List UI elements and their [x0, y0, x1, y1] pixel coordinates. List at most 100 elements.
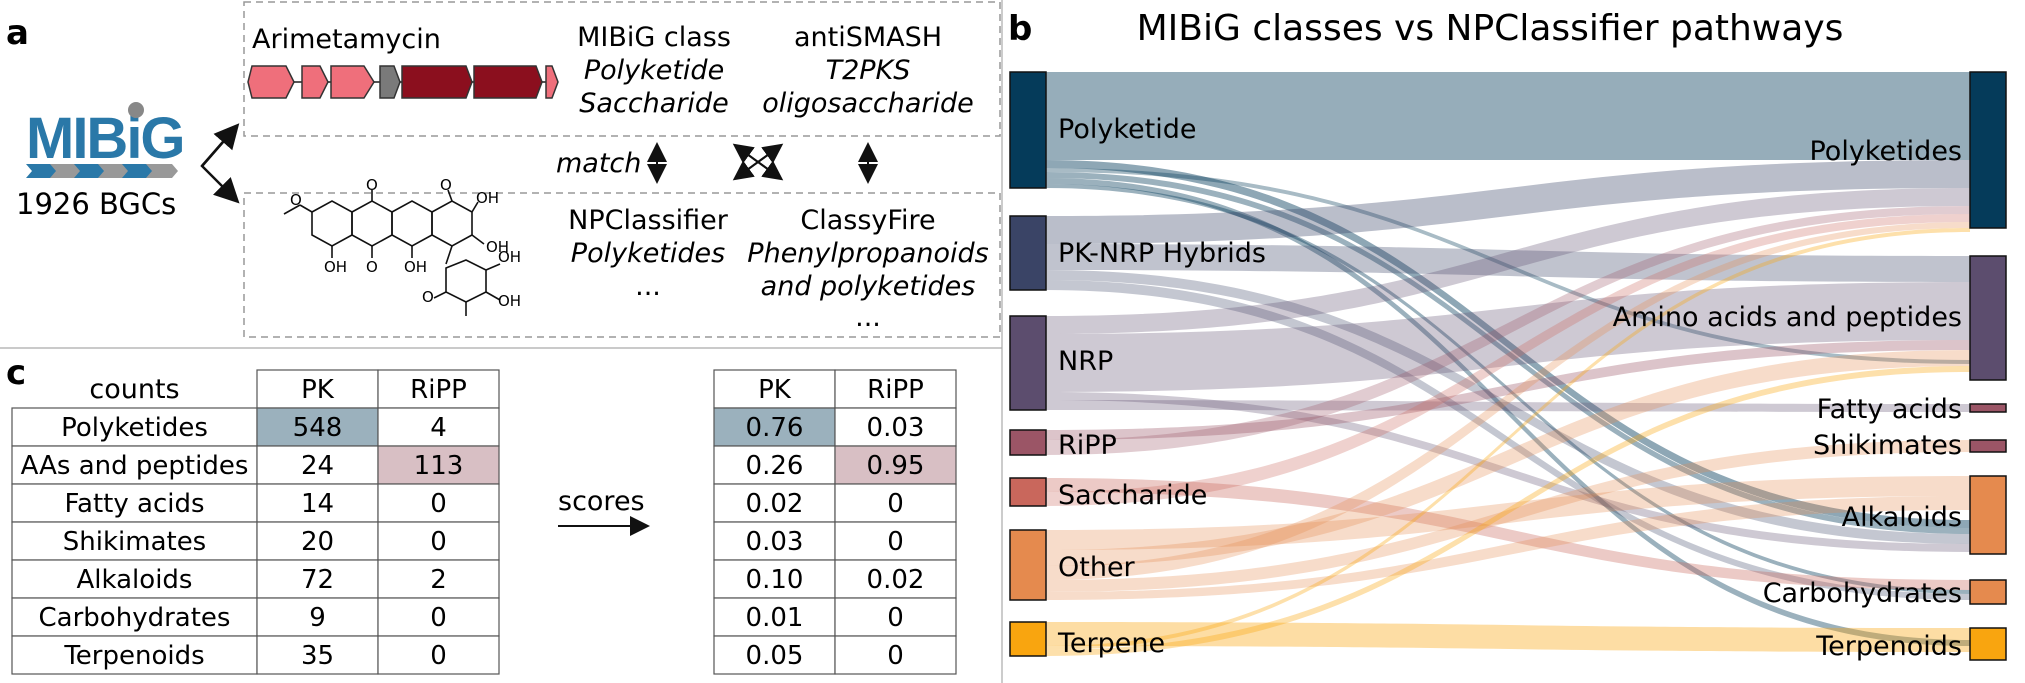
mibig-class-value-1: Polyketide — [584, 55, 724, 86]
sankey-link — [1046, 366, 1970, 656]
sankey-label-left: PK-NRP Hybrids — [1058, 238, 1266, 269]
gene-icon — [545, 65, 559, 99]
match-label: match — [556, 148, 641, 179]
count-value: 4 — [430, 413, 447, 443]
score-value: 0.02 — [867, 565, 925, 595]
sankey-node-left — [1009, 477, 1047, 507]
npclassifier-value-2: ... — [635, 271, 661, 302]
sankey-nodes — [1009, 71, 2007, 661]
panel-letter-a: a — [6, 13, 29, 53]
bgc-count: 1926 BGCs — [16, 187, 176, 221]
count-cell — [256, 597, 379, 637]
score-value: 0.95 — [867, 451, 925, 481]
svg-text:O: O — [290, 191, 302, 209]
classyfire-value-2: and polyketides — [761, 271, 976, 302]
gene-icon — [473, 65, 543, 99]
sankey-link — [1046, 188, 1970, 334]
count-cell — [256, 559, 379, 599]
panel-letter-b: b — [1008, 9, 1032, 49]
sankey-link — [1046, 72, 1970, 160]
score-value: 0.76 — [746, 413, 804, 443]
classyfire-header: ClassyFire — [800, 205, 935, 236]
svg-text:OH: OH — [498, 248, 521, 266]
sankey-label-right: Terpenoids — [1815, 631, 1962, 662]
sankey-link — [1046, 478, 1970, 590]
sankey-link — [1046, 350, 1970, 566]
score-cell — [713, 559, 836, 599]
score-value: 0.01 — [746, 603, 804, 633]
chemical-structure-icon — [283, 189, 501, 316]
scores-table: PK RiPP 0.76 0.03 0.26 0.95 0.02 0 0.03 0 0.10 0.02… — [713, 369, 957, 675]
sankey-link — [1046, 222, 1970, 580]
mibig-class-value-2: Saccharide — [579, 88, 728, 119]
chart-title: MIBiG classes vs NPClassifier pathways — [1137, 8, 1844, 49]
row-name-cell — [11, 445, 258, 485]
antismash-value-1: T2PKS — [826, 55, 911, 86]
svg-text:OH: OH — [498, 292, 521, 310]
count-value: 72 — [301, 565, 334, 595]
score-value: 0.03 — [867, 413, 925, 443]
gene-icon — [247, 65, 295, 99]
sankey-label-right: Shikimates — [1813, 430, 1962, 461]
counts-table: counts PK RiPP Polyketides 548 4 AAs and pepti… — [11, 369, 500, 675]
score-cell — [713, 445, 836, 485]
sankey-link — [1046, 440, 1970, 592]
branch-arrows — [200, 126, 240, 204]
sankey-label-left: Saccharide — [1058, 480, 1207, 511]
svg-text:O: O — [440, 176, 452, 194]
sankey-link — [1046, 244, 1970, 282]
sankey-link — [1046, 282, 1970, 392]
sankey-links — [1046, 72, 1970, 656]
antismash-header: antiSMASH — [794, 22, 942, 53]
count-value: 548 — [293, 413, 343, 443]
score-value: 0.26 — [746, 451, 804, 481]
sankey-label-right: Carbohydrates — [1763, 578, 1962, 609]
sankey-link — [1046, 184, 1970, 594]
scores-label: scores — [558, 486, 645, 517]
row-name: Alkaloids — [77, 565, 193, 595]
sankey-link — [1046, 496, 1970, 600]
classyfire-value-1: Phenylpropanoids — [747, 238, 988, 269]
mibig-logo: MIBiG — [26, 102, 186, 178]
count-value: 0 — [430, 603, 447, 633]
classyfire-value-3: ... — [855, 302, 881, 333]
bottom-dashed-box — [243, 192, 1001, 338]
row-name: Shikimates — [63, 527, 206, 557]
row-name-cell — [11, 483, 258, 523]
count-cell — [256, 521, 379, 561]
header-cell — [256, 369, 379, 409]
row-name: Fatty acids — [64, 489, 204, 519]
count-value: 0 — [430, 527, 447, 557]
score-value: 0 — [887, 489, 904, 519]
sankey-node-right — [1969, 475, 2007, 555]
count-cell — [377, 635, 500, 675]
svg-text:O: O — [422, 288, 434, 306]
count-value: 113 — [414, 451, 464, 481]
score-cell — [834, 597, 957, 637]
sankey-node-right — [1969, 403, 2007, 413]
score-value: 0 — [887, 527, 904, 557]
score-cell — [713, 597, 836, 637]
sankey-link — [1046, 228, 1970, 650]
svg-text:OH: OH — [486, 238, 509, 256]
sankey-label-left: RiPP — [1058, 430, 1117, 461]
panel-letter-c: c — [6, 353, 26, 393]
score-cell — [713, 635, 836, 675]
gene-cluster-diagram — [247, 65, 559, 99]
branch-arrow-up — [201, 123, 240, 167]
row-name: Polyketides — [61, 413, 208, 443]
svg-text:OH: OH — [324, 258, 347, 276]
gene-icon — [401, 65, 473, 99]
sankey-label-left: Terpene — [1057, 628, 1165, 659]
count-value: 2 — [430, 565, 447, 595]
count-cell — [256, 445, 379, 485]
count-cell — [256, 635, 379, 675]
row-name: Terpenoids — [63, 641, 204, 671]
svg-text:OH: OH — [404, 258, 427, 276]
sankey-node-left — [1009, 529, 1047, 601]
row-name-cell — [11, 635, 258, 675]
row-name: AAs and peptides — [21, 451, 249, 481]
sankey-label-right: Amino acids and peptides — [1613, 302, 1962, 333]
score-value: 0.03 — [746, 527, 804, 557]
count-cell — [377, 483, 500, 523]
